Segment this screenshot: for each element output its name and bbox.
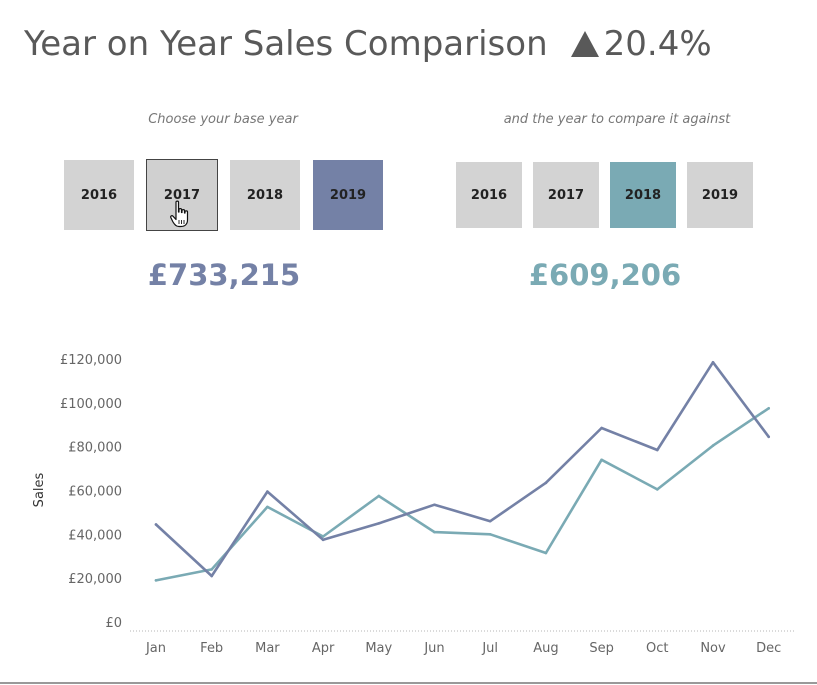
data-point-2019 (266, 490, 269, 493)
data-point-2019 (600, 426, 603, 430)
y-axis-label: Sales (32, 472, 47, 507)
yoy-change-value: 20.4% (603, 24, 712, 64)
x-tick-label: Aug (533, 641, 558, 656)
bottom-divider (0, 682, 817, 684)
data-point-2018 (711, 444, 715, 447)
data-point-2018 (154, 579, 158, 582)
series-line-2019 (154, 360, 771, 578)
base-year-caption: Choose your base year (148, 112, 298, 127)
x-tick-label: Jun (423, 641, 444, 656)
data-point-2018 (266, 505, 269, 509)
y-tick-label: £120,000 (60, 353, 122, 368)
x-tick-label: Mar (255, 641, 280, 656)
y-tick-label: £80,000 (68, 441, 122, 456)
data-point-2019 (154, 523, 158, 526)
compare-year-caption: and the year to compare it against (503, 112, 731, 127)
x-tick-label: Jan (145, 641, 166, 656)
y-tick-label: £0 (105, 616, 122, 631)
data-point-2018 (377, 494, 381, 498)
dashboard-title-row: Year on Year Sales Comparison 20.4% (24, 18, 712, 70)
data-point-2018 (656, 488, 659, 491)
data-point-2019 (488, 519, 492, 523)
base-year-2018-button[interactable]: 2018 (230, 160, 300, 230)
data-point-2018 (210, 568, 213, 571)
data-point-2019 (544, 481, 548, 485)
data-point-2019 (210, 574, 213, 578)
compare-year-2016-button[interactable]: 2016 (456, 162, 522, 228)
y-tick-label: £20,000 (68, 572, 122, 587)
data-point-2019 (377, 522, 381, 525)
x-tick-label: Dec (756, 641, 781, 656)
compare-year-2019-button[interactable]: 2019 (687, 162, 753, 228)
x-tick-label: Feb (200, 641, 223, 656)
data-point-2019 (656, 448, 659, 452)
x-tick-label: Sep (589, 641, 614, 656)
x-tick-label: Apr (312, 641, 335, 656)
series-line-2018 (154, 407, 771, 582)
data-point-2019 (433, 503, 436, 507)
base-year-total-sales: £733,215 (147, 258, 301, 292)
data-point-2019 (321, 538, 325, 542)
data-point-2019 (767, 435, 770, 439)
page-title: Year on Year Sales Comparison (24, 24, 548, 64)
hand-pointer-icon (170, 200, 189, 228)
data-point-2018 (767, 407, 770, 410)
y-tick-label: £40,000 (68, 528, 122, 543)
compare-year-total-sales: £609,206 (528, 258, 682, 292)
x-tick-label: Oct (646, 641, 668, 656)
triangle-up-icon (570, 29, 600, 59)
x-tick-label: Nov (700, 641, 726, 656)
data-point-2019 (711, 360, 715, 364)
y-tick-label: £60,000 (68, 485, 122, 500)
data-point-2018 (321, 535, 325, 538)
x-tick-label: May (365, 641, 392, 656)
base-year-2016-button[interactable]: 2016 (64, 160, 134, 230)
base-year-2019-button[interactable]: 2019 (313, 160, 383, 230)
compare-year-2018-button[interactable]: 2018 (610, 162, 676, 228)
y-tick-label: £100,000 (60, 397, 122, 412)
sales-line-chart: £0 £20,000 £40,000 £60,000 £80,000 £100,000 £1… (32, 353, 796, 656)
data-point-2018 (544, 551, 548, 555)
x-tick-label: Jul (481, 641, 498, 656)
data-point-2018 (433, 530, 436, 534)
compare-year-2017-button[interactable]: 2017 (533, 162, 599, 228)
data-point-2018 (488, 533, 492, 536)
data-point-2018 (600, 458, 603, 462)
